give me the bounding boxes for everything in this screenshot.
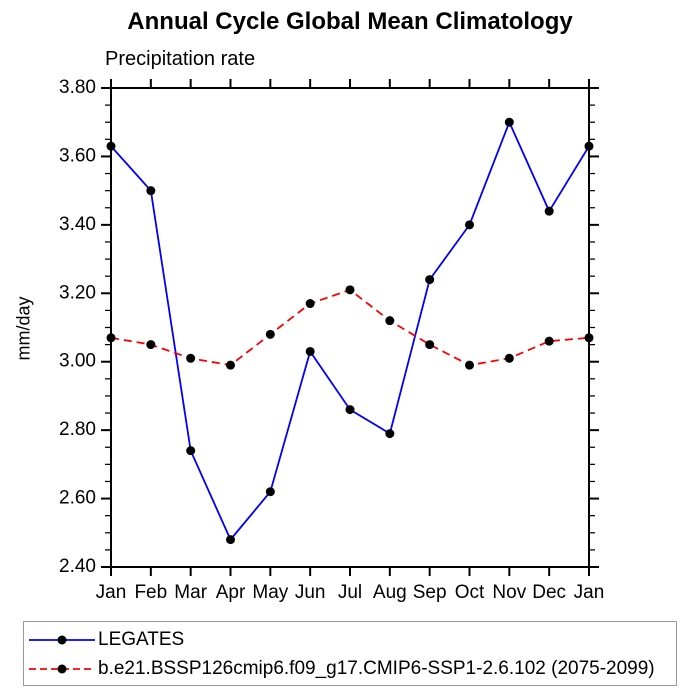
data-point-marker <box>345 285 355 295</box>
x-tick-label: Aug <box>373 582 407 603</box>
x-tick-label: Jul <box>338 582 362 603</box>
legend-box: LEGATES b.e21.BSSP126cmip6.f09_g17.CMIP6… <box>23 621 677 686</box>
legend-marker-dot <box>57 664 67 674</box>
x-tick-label: Apr <box>216 582 246 603</box>
data-point-marker <box>584 333 594 343</box>
data-point-marker <box>146 186 156 196</box>
x-tick-label: Mar <box>174 582 207 603</box>
y-tick-label: 2.80 <box>59 419 96 440</box>
data-point-marker <box>186 446 196 456</box>
y-tick-label: 2.60 <box>59 488 96 509</box>
data-point-marker <box>146 340 156 350</box>
data-point-marker <box>226 535 235 545</box>
x-tick-label: Jan <box>574 582 605 603</box>
data-point-marker <box>425 275 435 285</box>
data-point-marker <box>345 405 355 415</box>
x-tick-label: Sep <box>413 582 447 603</box>
y-tick-label: 3.40 <box>59 214 96 235</box>
data-point-marker <box>385 316 395 326</box>
legend-label: LEGATES <box>98 629 185 650</box>
data-point-marker <box>226 360 235 370</box>
y-tick-label: 3.20 <box>59 282 96 303</box>
y-tick-label: 3.00 <box>59 351 96 372</box>
data-point-marker <box>305 346 315 356</box>
x-tick-label: Dec <box>532 582 566 603</box>
x-tick-label: Jun <box>295 582 326 603</box>
data-point-marker <box>584 141 594 151</box>
data-point-marker <box>265 329 275 339</box>
chart-subtitle: Precipitation rate <box>105 48 256 70</box>
data-point-marker <box>305 299 315 309</box>
y-tick-label: 3.80 <box>59 77 96 98</box>
x-tick-label: Feb <box>134 582 167 603</box>
legend-line-sample-solid <box>29 635 95 645</box>
data-point-marker <box>465 360 474 370</box>
series-line-0 <box>110 119 590 542</box>
y-tick-label: 2.40 <box>59 556 96 577</box>
data-point-marker <box>544 206 554 216</box>
legend-item-model: b.e21.BSSP126cmip6.f09_g17.CMIP6-SSP1-2.… <box>29 658 655 680</box>
data-point-marker <box>504 353 514 363</box>
data-point-marker <box>106 141 116 151</box>
legend-item-legates: LEGATES <box>29 629 184 651</box>
data-point-marker <box>544 336 554 346</box>
data-point-marker <box>385 429 395 439</box>
data-point-marker <box>504 117 514 127</box>
x-tick-label: Oct <box>455 582 485 603</box>
x-tick-label: Nov <box>492 582 526 603</box>
data-point-marker <box>106 333 116 343</box>
legend-marker-dot <box>57 635 67 645</box>
plot-frame <box>110 87 590 568</box>
legend-line-sample-dashed <box>29 664 95 674</box>
legend-label: b.e21.BSSP126cmip6.f09_g17.CMIP6-SSP1-2.… <box>98 658 655 679</box>
data-point-marker <box>425 340 435 350</box>
x-tick-label: Jan <box>96 582 127 603</box>
x-tick-label: May <box>252 582 288 603</box>
data-point-marker <box>465 220 474 230</box>
data-point-marker <box>265 487 275 497</box>
series-line-1 <box>110 288 590 367</box>
data-point-marker <box>186 353 196 363</box>
chart-title: Annual Cycle Global Mean Climatology <box>127 8 573 35</box>
y-tick-label: 3.60 <box>59 145 96 166</box>
